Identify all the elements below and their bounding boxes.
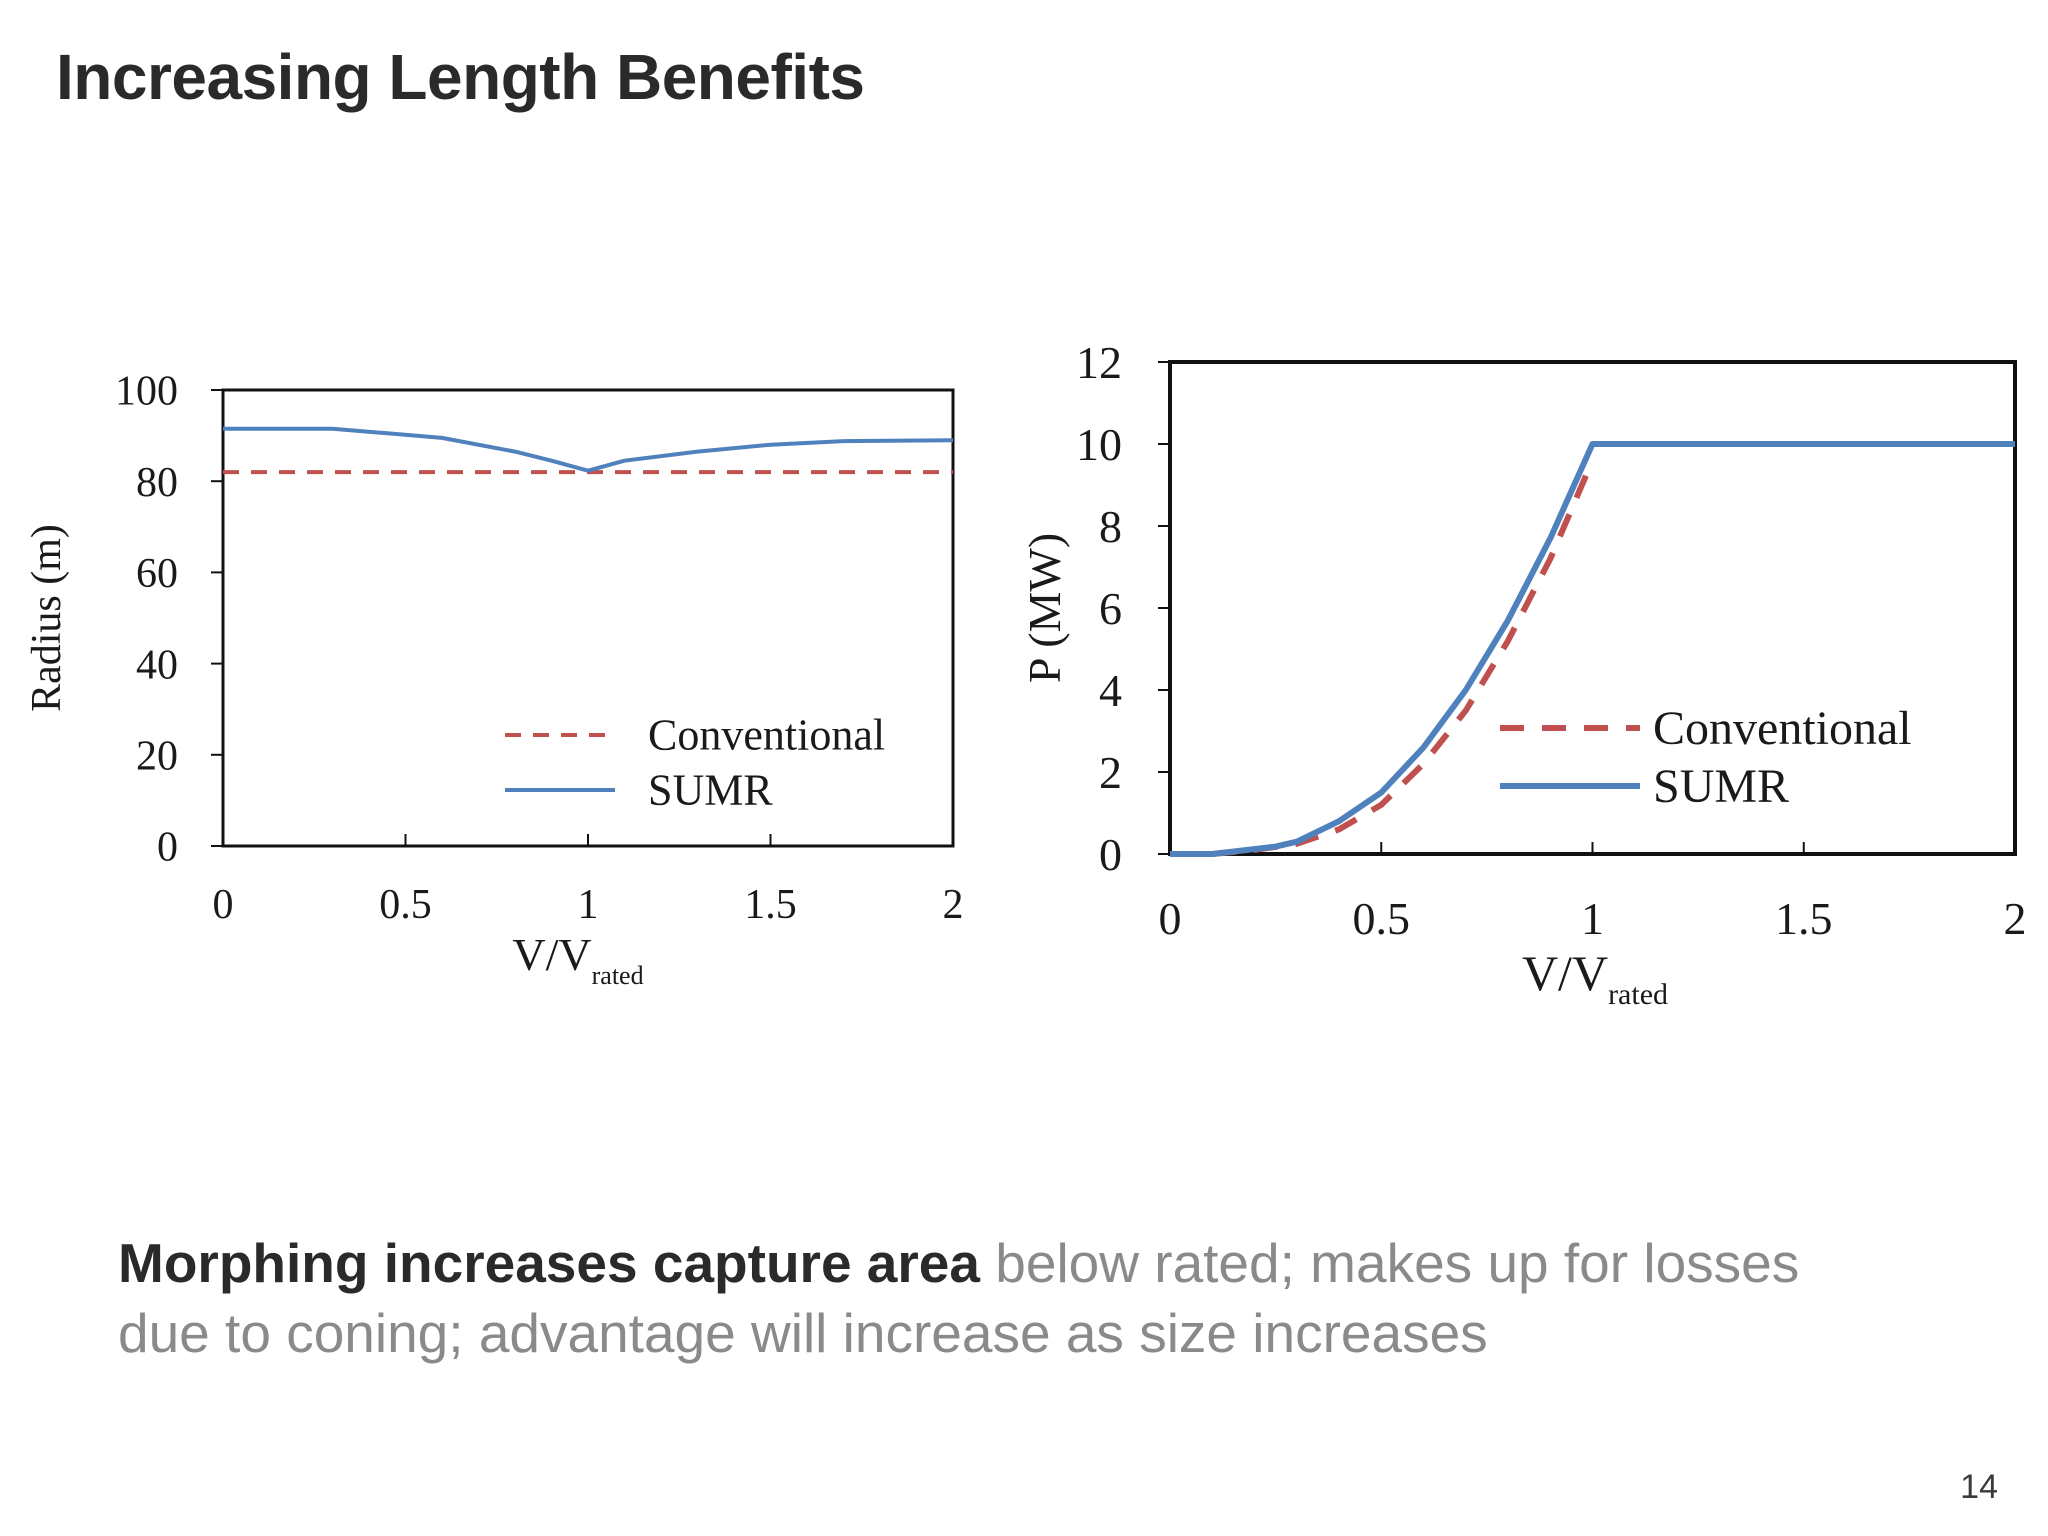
x-axis-label-subscript: rated	[1608, 978, 1668, 1011]
caption-rest: below rated; makes up for losses due to …	[118, 1232, 1800, 1364]
x-tick-label: 0.5	[379, 882, 432, 928]
x-tick-label: 0.5	[1353, 893, 1411, 944]
x-axis-label-main: V/V	[1522, 945, 1608, 1001]
caption: Morphing increases capture area below ra…	[118, 1228, 1838, 1368]
x-tick-label: 1.5	[1775, 893, 1833, 944]
y-tick-label: 60	[136, 551, 178, 597]
legend-label-sumr: SUMR	[648, 766, 773, 815]
x-tick-label: 0	[213, 882, 234, 928]
y-tick-label: 10	[1076, 419, 1122, 470]
y-tick-label: 20	[136, 734, 178, 780]
y-axis-label: Radius (m)	[24, 524, 70, 712]
y-tick-label: 80	[136, 460, 178, 506]
x-axis-label: V/Vrated	[512, 929, 643, 990]
legend-label-conventional: Conventional	[648, 711, 885, 760]
x-tick-label: 2	[2004, 893, 2027, 944]
caption-bold: Morphing increases capture area	[118, 1232, 980, 1294]
y-axis-label: P (MW)	[1019, 533, 1070, 683]
x-tick-label: 0	[1159, 893, 1182, 944]
series-line-sumr	[223, 426, 954, 473]
y-tick-label: 4	[1099, 665, 1122, 716]
x-tick-label: 1	[578, 882, 599, 928]
y-tick-label: 8	[1099, 501, 1122, 552]
y-tick-label: 40	[136, 642, 178, 688]
x-axis-label: V/Vrated	[1522, 945, 1668, 1011]
radius-chart: 0 20 40 60 80 100 0 0.5 1 1.5 2 V/Vrated Radius (m) C…	[24, 369, 964, 990]
legend-label-conventional: Conventional	[1653, 702, 1912, 755]
y-tick-label: 12	[1076, 337, 1122, 388]
y-tick-label: 2	[1099, 747, 1122, 798]
x-tick-label: 1	[1581, 893, 1604, 944]
x-tick-label: 1.5	[744, 882, 797, 928]
power-chart: 0 2 4 6 8 10 12 0 0.5 1 1.5 2 V/Vrated P (MW) Conventi…	[1019, 337, 2027, 1011]
legend-label-sumr: SUMR	[1653, 760, 1789, 813]
plot-frame	[1168, 360, 2017, 856]
series-line-sumr	[1170, 441, 2015, 857]
y-tick-label: 100	[115, 369, 178, 415]
x-tick-label: 2	[943, 882, 964, 928]
plot-frame	[221, 388, 955, 848]
page-number: 14	[1960, 1468, 1998, 1506]
y-tick-label: 6	[1099, 583, 1122, 634]
y-tick-label: 0	[157, 825, 178, 871]
x-axis-label-subscript: rated	[592, 961, 644, 990]
series-line-conventional	[1170, 459, 1596, 857]
slide-title: Increasing Length Benefits	[56, 41, 865, 113]
y-tick-label: 0	[1099, 829, 1122, 880]
x-axis-label-main: V/V	[512, 929, 591, 980]
